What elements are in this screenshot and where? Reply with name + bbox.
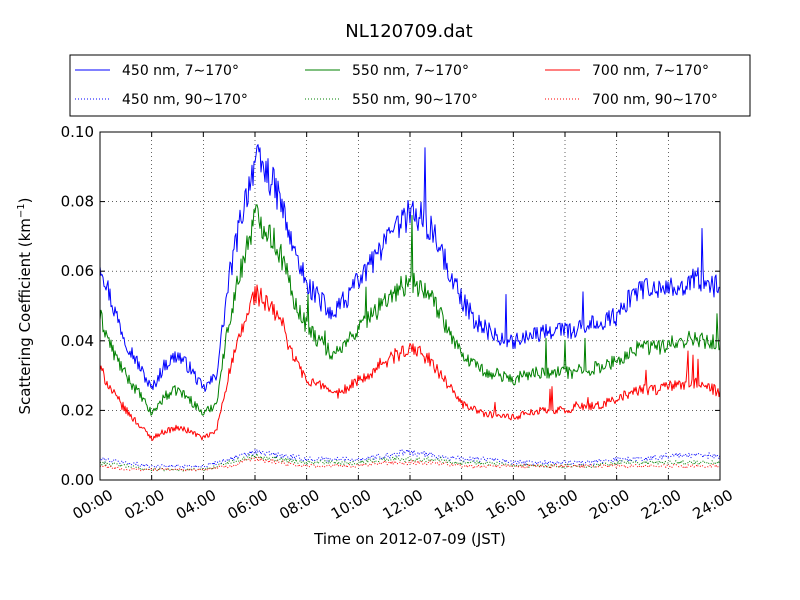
ticks	[99, 131, 721, 481]
legend: 450 nm, 7∼170° 550 nm, 7∼170° 700 nm, 7∼17…	[69, 54, 751, 117]
x-tick-label: 10:00	[328, 486, 374, 523]
legend-label: 550 nm, 7∼170°	[352, 63, 469, 79]
y-tick-label: 0.04	[61, 332, 94, 350]
x-tick-label: 12:00	[380, 486, 426, 523]
y-axis-label-end: )	[16, 197, 34, 203]
y-tick-label: 0.10	[61, 123, 94, 141]
chart-title: NL120709.dat	[345, 21, 472, 42]
legend-label: 550 nm, 90∼170°	[352, 92, 478, 108]
x-tick-label: 14:00	[431, 486, 477, 523]
series-line	[99, 284, 721, 441]
y-tick-label: 0.02	[61, 401, 94, 419]
x-tick-label: 22:00	[638, 486, 684, 523]
legend-frame	[69, 54, 751, 117]
x-tick-label: 18:00	[535, 486, 581, 523]
x-tick-label: 04:00	[173, 486, 219, 523]
x-tick-label: 02:00	[121, 486, 167, 523]
legend-label: 450 nm, 7∼170°	[122, 63, 239, 79]
legend-label: 700 nm, 90∼170°	[592, 92, 718, 108]
legend-label: 450 nm, 90∼170°	[122, 92, 248, 108]
series-line	[99, 456, 721, 472]
y-tick-label: 0.00	[61, 471, 94, 489]
y-axis-label-main: Scattering Coefficient (km	[16, 218, 34, 414]
x-tick-label: 24:00	[690, 486, 736, 523]
series-layer	[99, 144, 721, 472]
series-line	[99, 204, 721, 416]
y-axis-label: Scattering Coefficient (km−1)	[16, 197, 34, 414]
y-tick-label: 0.06	[61, 262, 94, 280]
grid	[100, 132, 720, 480]
x-axis-label: Time on 2012-07-09 (JST)	[313, 530, 506, 548]
legend-label: 700 nm, 7∼170°	[592, 63, 709, 79]
x-tick-label: 20:00	[586, 486, 632, 523]
x-tick-label: 00:00	[70, 486, 116, 523]
series-line	[99, 144, 721, 392]
y-axis-label-sup: −1	[16, 203, 27, 218]
x-tick-label: 16:00	[483, 486, 529, 523]
x-tick-label: 08:00	[276, 486, 322, 523]
tick-labels: 00:00 02:00 04:00 06:00 08:00 10:00 12:00 14:00…	[61, 123, 736, 523]
x-tick-label: 06:00	[225, 486, 271, 523]
y-tick-label: 0.08	[61, 193, 94, 211]
